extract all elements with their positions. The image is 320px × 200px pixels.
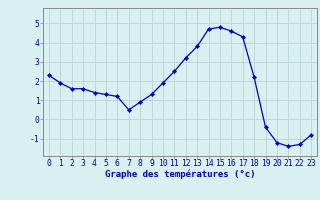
X-axis label: Graphe des températures (°c): Graphe des températures (°c): [105, 170, 255, 179]
